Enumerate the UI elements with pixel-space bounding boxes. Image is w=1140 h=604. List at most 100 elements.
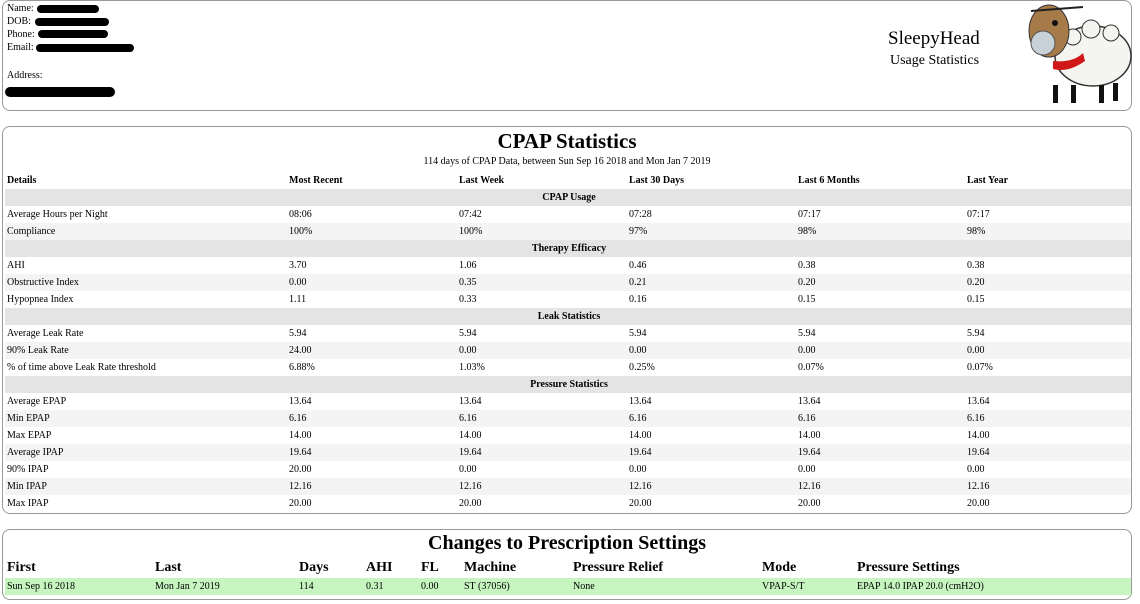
prescription-cell: None <box>571 578 760 595</box>
stat-row: Max IPAP 20.00 20.00 20.00 20.00 20.00 <box>5 495 1131 512</box>
stat-value: 0.07% <box>798 362 824 373</box>
prescription-table: First Last Days AHI FL Machine Pressure Relief… <box>5 558 1131 595</box>
prescription-cell: Mon Jan 7 2019 <box>153 578 297 595</box>
stat-row: Min IPAP 12.16 12.16 12.16 12.16 12.16 <box>5 478 1131 495</box>
stat-value: 0.15 <box>967 294 985 305</box>
column-header: Machine <box>464 560 517 575</box>
stat-value: 19.64 <box>457 444 627 461</box>
stat-name: Average Hours per Night <box>7 209 108 220</box>
stats-title: CPAP Statistics <box>497 129 637 153</box>
column-header: Details <box>7 175 37 186</box>
stat-value: 0.38 <box>967 260 985 271</box>
stat-value: 6.16 <box>627 410 796 427</box>
stat-name: Average Leak Rate <box>7 328 84 339</box>
redaction <box>38 30 108 38</box>
stat-value: 19.64 <box>627 444 796 461</box>
stat-value: 0.21 <box>627 274 796 291</box>
stat-value: 0.33 <box>459 294 477 305</box>
stat-value: 5.94 <box>629 328 647 339</box>
section-row: Pressure Statistics <box>5 376 1131 393</box>
header-row: First Last Days AHI FL Machine Pressure Relief… <box>5 558 1131 578</box>
stat-value: 5.94 <box>967 328 985 339</box>
app-subtitle: Usage Statistics <box>890 53 980 68</box>
stat-row: Max EPAP 14.00 14.00 14.00 14.00 14.00 <box>5 427 1131 444</box>
stat-value: 14.00 <box>289 430 312 441</box>
column-header: Pressure Settings <box>857 560 960 575</box>
stat-value: 07:28 <box>629 209 652 220</box>
section-row: Therapy Efficacy <box>5 240 1131 257</box>
stat-value: 20.00 <box>289 464 312 475</box>
stat-value: 19.64 <box>796 444 965 461</box>
field-label: Phone: <box>7 29 35 40</box>
column-header: Pressure Relief <box>573 560 664 575</box>
stat-row: Average Hours per Night 08:06 07:42 07:28 07… <box>5 206 1131 223</box>
stat-value: 0.00 <box>629 464 647 475</box>
stat-name: Max EPAP <box>7 430 52 441</box>
redaction <box>37 5 99 13</box>
stat-row: 90% IPAP 20.00 0.00 0.00 0.00 0.00 <box>5 461 1131 478</box>
stat-value: 97% <box>627 223 796 240</box>
header-row: Details Most Recent Last Week Last 30 Days L… <box>5 172 1131 189</box>
stat-value: 14.00 <box>459 430 482 441</box>
stat-row: Average IPAP 19.64 19.64 19.64 19.64 19.64 <box>5 444 1131 461</box>
stat-value: 07:17 <box>798 209 821 220</box>
section-title: Pressure Statistics <box>5 376 1131 393</box>
prescription-cell: 114 <box>297 578 364 595</box>
stat-value: 0.00 <box>459 464 477 475</box>
stat-value: 0.00 <box>798 464 816 475</box>
stat-value: 0.15 <box>798 294 816 305</box>
stat-value: 1.06 <box>459 260 477 271</box>
redaction <box>5 87 115 97</box>
column-header: Last Week <box>459 175 505 186</box>
stat-name: Hypopnea Index <box>7 294 74 305</box>
stat-value: 13.64 <box>798 396 821 407</box>
prescription-cell: EPAP 14.0 IPAP 20.0 (cmH2O) <box>855 578 1131 595</box>
stat-value: 20.00 <box>967 498 990 509</box>
redaction <box>35 18 109 26</box>
section-title: Leak Statistics <box>5 308 1131 325</box>
stat-row: Obstructive Index 0.00 0.35 0.21 0.20 0.20 <box>5 274 1131 291</box>
stat-value: 0.20 <box>796 274 965 291</box>
stat-value: 6.16 <box>796 410 965 427</box>
stat-row: AHI 3.70 1.06 0.46 0.38 0.38 <box>5 257 1131 274</box>
stat-value: 6.16 <box>287 410 457 427</box>
stat-value: 12.16 <box>457 478 627 495</box>
prescription-cell: 0.31 <box>364 578 419 595</box>
stat-value: 6.16 <box>965 410 1131 427</box>
stat-row: Average EPAP 13.64 13.64 13.64 13.64 13.64 <box>5 393 1131 410</box>
stat-value: 0.00 <box>796 342 965 359</box>
field-label: DOB: <box>7 16 31 27</box>
stats-subtitle: 114 days of CPAP Data, between Sun Sep 1… <box>423 156 711 167</box>
stat-value: 100% <box>457 223 627 240</box>
stat-value: 3.70 <box>289 260 307 271</box>
stats-table: Details Most Recent Last Week Last 30 Days L… <box>5 172 1131 512</box>
stat-row: 90% Leak Rate 24.00 0.00 0.00 0.00 0.00 <box>5 342 1131 359</box>
stat-value: 0.07% <box>967 362 993 373</box>
column-header: Last Year <box>967 175 1009 186</box>
stat-value: 14.00 <box>629 430 652 441</box>
stat-value: 98% <box>965 223 1131 240</box>
stat-name: Average EPAP <box>7 396 67 407</box>
app-name: SleepyHead <box>888 28 980 49</box>
section-row: Leak Statistics <box>5 308 1131 325</box>
stat-row: % of time above Leak Rate threshold 6.88%… <box>5 359 1131 376</box>
stat-name: AHI <box>7 260 25 271</box>
prescription-cell: 0.00 <box>419 578 462 595</box>
stat-value: 0.35 <box>457 274 627 291</box>
section-row: CPAP Usage <box>5 189 1131 206</box>
stat-value: 98% <box>796 223 965 240</box>
stat-row: Average Leak Rate 5.94 5.94 5.94 5.94 5.94 <box>5 325 1131 342</box>
field-label: Name: <box>7 3 34 14</box>
stat-value: 5.94 <box>459 328 477 339</box>
stat-name: Min EPAP <box>5 410 287 427</box>
stat-value: 5.94 <box>289 328 307 339</box>
stat-value: 6.16 <box>457 410 627 427</box>
prescription-title: Changes to Prescription Settings <box>428 532 706 554</box>
stat-value: 12.16 <box>287 478 457 495</box>
column-header: FL <box>421 560 439 575</box>
stat-value: 0.25% <box>629 362 655 373</box>
stat-value: 24.00 <box>287 342 457 359</box>
stat-value: 0.00 <box>967 464 985 475</box>
stat-value: 0.00 <box>457 342 627 359</box>
